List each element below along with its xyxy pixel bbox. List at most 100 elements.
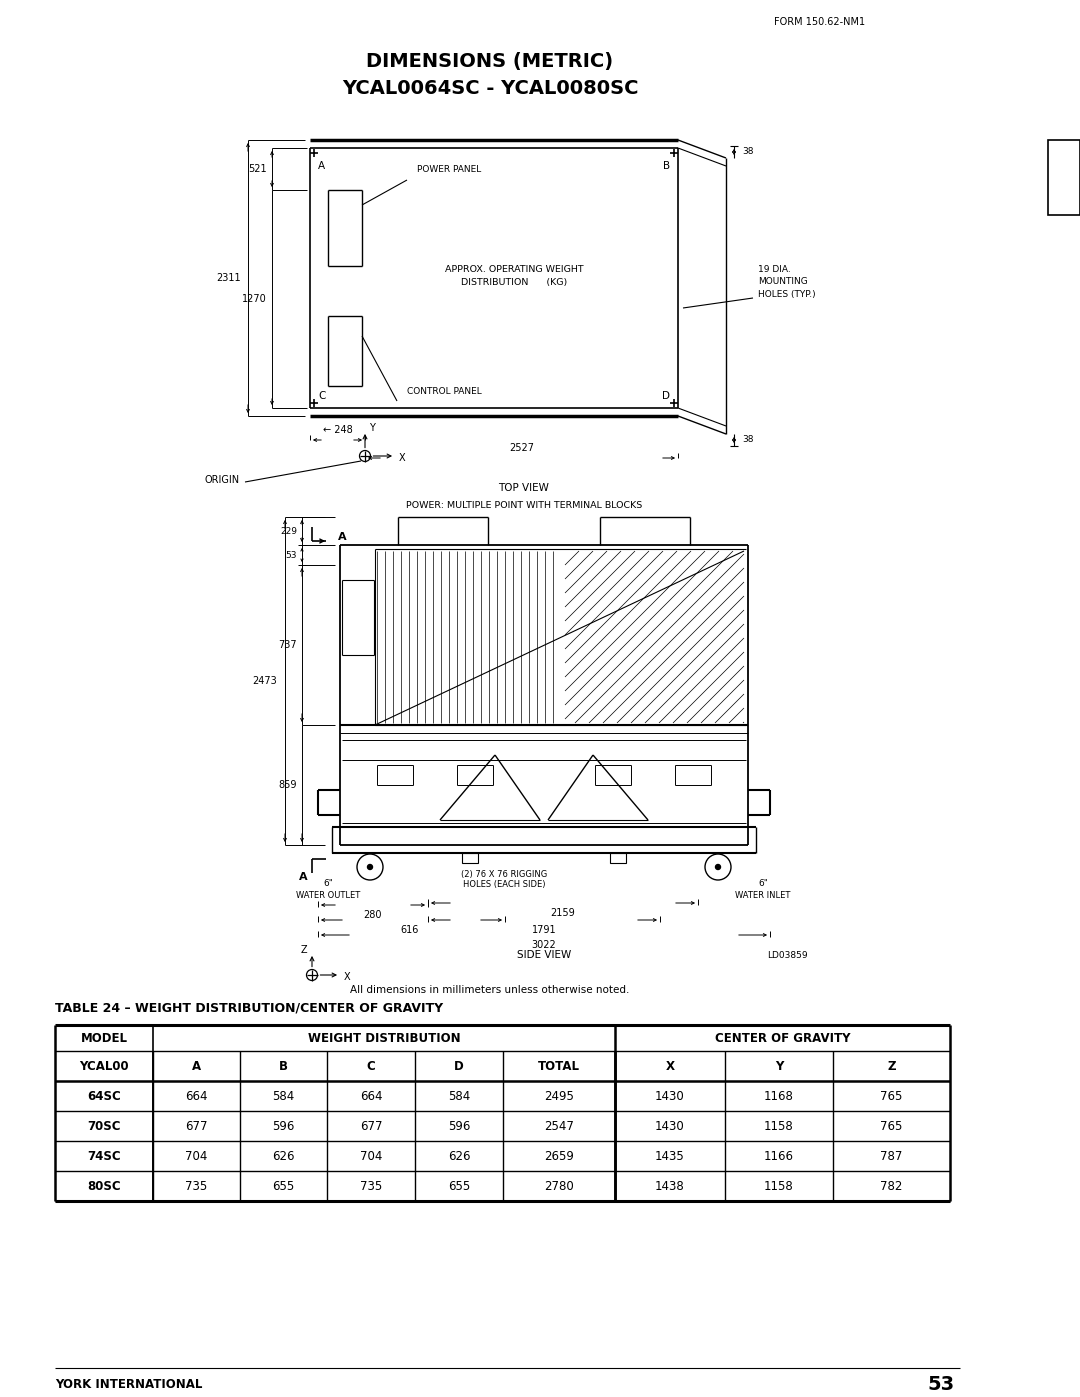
Text: CONTROL PANEL: CONTROL PANEL: [407, 387, 482, 395]
Text: 2780: 2780: [544, 1179, 573, 1193]
Text: 19 DIA.: 19 DIA.: [758, 265, 791, 274]
Text: 677: 677: [186, 1119, 207, 1133]
Text: APPROX. OPERATING WEIGHT: APPROX. OPERATING WEIGHT: [445, 265, 583, 274]
Text: 6": 6": [323, 879, 333, 887]
Text: 765: 765: [880, 1090, 903, 1102]
Text: TOP VIEW: TOP VIEW: [499, 483, 550, 493]
Text: 782: 782: [880, 1179, 903, 1193]
Text: B: B: [663, 161, 670, 170]
Text: 584: 584: [272, 1090, 295, 1102]
Text: 1430: 1430: [656, 1090, 685, 1102]
Text: FORM 150.62-NM1: FORM 150.62-NM1: [774, 17, 865, 27]
Text: POWER PANEL: POWER PANEL: [417, 165, 482, 175]
Text: WEIGHT DISTRIBUTION: WEIGHT DISTRIBUTION: [308, 1031, 460, 1045]
Text: 1168: 1168: [764, 1090, 794, 1102]
Text: 596: 596: [448, 1119, 470, 1133]
Text: LD03859: LD03859: [768, 950, 808, 960]
Text: 616: 616: [401, 925, 419, 935]
Text: 70SC: 70SC: [87, 1119, 121, 1133]
Text: 737: 737: [279, 640, 297, 650]
Text: A: A: [299, 872, 308, 882]
Text: Z: Z: [888, 1059, 895, 1073]
Text: 53: 53: [285, 550, 297, 560]
Text: YCAL0064SC - YCAL0080SC: YCAL0064SC - YCAL0080SC: [341, 78, 638, 98]
Text: DISTRIBUTION      (KG): DISTRIBUTION (KG): [461, 278, 567, 288]
Text: 664: 664: [360, 1090, 382, 1102]
Text: YORK INTERNATIONAL: YORK INTERNATIONAL: [55, 1377, 202, 1390]
Text: ORIGIN: ORIGIN: [205, 475, 240, 485]
Text: D: D: [662, 391, 670, 401]
Text: C: C: [366, 1059, 376, 1073]
Bar: [462, 854, 478, 863]
Text: HOLES (EACH SIDE): HOLES (EACH SIDE): [462, 880, 545, 890]
Text: 280: 280: [364, 909, 382, 921]
Text: 38: 38: [742, 436, 754, 444]
Text: C: C: [318, 391, 325, 401]
Text: 229: 229: [280, 527, 297, 535]
Text: 677: 677: [360, 1119, 382, 1133]
Text: 2473: 2473: [253, 676, 276, 686]
Text: 53: 53: [928, 1375, 955, 1393]
Text: 655: 655: [448, 1179, 470, 1193]
Text: 626: 626: [272, 1150, 295, 1162]
Text: WATER OUTLET: WATER OUTLET: [296, 890, 360, 900]
Text: X: X: [345, 972, 351, 982]
Text: HOLES (TYP.): HOLES (TYP.): [758, 289, 815, 299]
Text: 521: 521: [248, 163, 267, 175]
Text: 74SC: 74SC: [87, 1150, 121, 1162]
Text: 704: 704: [186, 1150, 207, 1162]
Text: 1158: 1158: [765, 1119, 794, 1133]
Text: 626: 626: [448, 1150, 470, 1162]
Text: X: X: [399, 453, 406, 462]
Text: TABLE 24 – WEIGHT DISTRIBUTION/CENTER OF GRAVITY: TABLE 24 – WEIGHT DISTRIBUTION/CENTER OF…: [55, 1002, 443, 1014]
Text: 1435: 1435: [656, 1150, 685, 1162]
Text: POWER: MULTIPLE POINT WITH TERMINAL BLOCKS: POWER: MULTIPLE POINT WITH TERMINAL BLOC…: [406, 500, 643, 510]
Text: 2527: 2527: [509, 443, 534, 453]
Text: 1166: 1166: [764, 1150, 794, 1162]
Text: 664: 664: [186, 1090, 207, 1102]
Text: D: D: [454, 1059, 464, 1073]
Text: 765: 765: [880, 1119, 903, 1133]
Text: 1791: 1791: [531, 925, 556, 935]
Text: 2547: 2547: [544, 1119, 573, 1133]
Text: 859: 859: [279, 780, 297, 789]
Text: 2311: 2311: [216, 272, 241, 284]
Text: B: B: [279, 1059, 288, 1073]
Text: 1270: 1270: [242, 293, 267, 305]
Text: TOTAL: TOTAL: [538, 1059, 580, 1073]
Text: 735: 735: [186, 1179, 207, 1193]
Text: WATER INLET: WATER INLET: [735, 890, 791, 900]
Text: 6": 6": [758, 879, 768, 887]
Text: 1438: 1438: [656, 1179, 685, 1193]
Text: Y: Y: [369, 423, 375, 433]
Text: ← 248: ← 248: [323, 425, 352, 434]
Text: 596: 596: [272, 1119, 295, 1133]
Text: CENTER OF GRAVITY: CENTER OF GRAVITY: [715, 1031, 850, 1045]
Text: 735: 735: [360, 1179, 382, 1193]
Text: 2159: 2159: [551, 908, 576, 918]
Text: 1: 1: [1057, 169, 1070, 187]
Text: (2) 76 X 76 RIGGING: (2) 76 X 76 RIGGING: [461, 870, 548, 880]
Text: A: A: [192, 1059, 201, 1073]
Text: DIMENSIONS (METRIC): DIMENSIONS (METRIC): [366, 53, 613, 71]
Text: A: A: [338, 532, 347, 542]
Text: SIDE VIEW: SIDE VIEW: [517, 950, 571, 960]
Text: 80SC: 80SC: [87, 1179, 121, 1193]
Text: 2495: 2495: [544, 1090, 573, 1102]
Text: 584: 584: [448, 1090, 470, 1102]
Text: MODEL: MODEL: [81, 1031, 127, 1045]
Text: YCAL00: YCAL00: [79, 1059, 129, 1073]
Bar: [610, 854, 626, 863]
Text: 2659: 2659: [544, 1150, 573, 1162]
Text: Z: Z: [300, 944, 307, 956]
Text: 655: 655: [272, 1179, 295, 1193]
Text: MOUNTING: MOUNTING: [758, 278, 808, 286]
Text: 64SC: 64SC: [87, 1090, 121, 1102]
Circle shape: [715, 865, 720, 869]
Text: 1158: 1158: [765, 1179, 794, 1193]
Text: 704: 704: [360, 1150, 382, 1162]
Text: Y: Y: [774, 1059, 783, 1073]
Text: A: A: [318, 161, 325, 170]
Text: X: X: [665, 1059, 675, 1073]
Text: 38: 38: [742, 148, 754, 156]
